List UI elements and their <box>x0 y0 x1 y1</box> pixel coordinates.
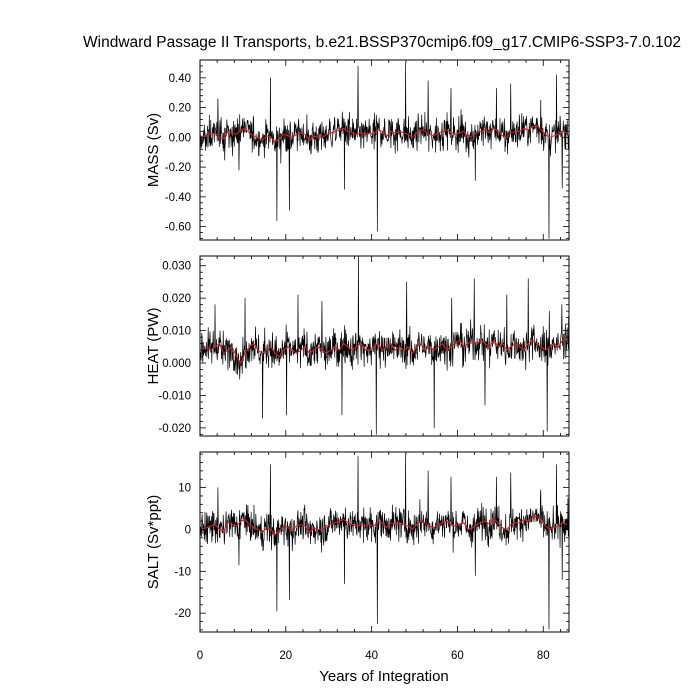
salt-panel: 10 0 -10 -20 SALT (Sv*ppt) 0 20 40 60 80 <box>145 451 570 662</box>
heat-y-tick-label: 0.030 <box>162 261 191 273</box>
heat-plot-frame <box>199 255 570 437</box>
salt-y-tick-label: -10 <box>174 566 191 578</box>
x-axis-label: Years of Integration <box>319 668 449 685</box>
heat-y-tick-label: 0.000 <box>162 358 191 370</box>
mass-y-tick-label: -0.40 <box>165 192 191 204</box>
heat-y-tick-label: 0.010 <box>162 326 191 338</box>
heat-annual-mean-line <box>201 336 568 364</box>
mass-panel: 0.40 0.20 0.00 -0.20 -0.40 -0.60 MASS (Sv) <box>145 59 570 241</box>
x-tick-label: 80 <box>537 650 550 662</box>
heat-y-axis-label: HEAT (PW) <box>145 308 162 385</box>
mass-y-tick-label: -0.20 <box>165 162 191 174</box>
salt-plot-frame <box>199 451 570 633</box>
x-tick-label: 40 <box>365 650 378 662</box>
mass-annual-mean-line <box>201 124 568 143</box>
heat-y-tick-label: -0.020 <box>158 423 191 435</box>
mass-y-tick-label: 0.20 <box>169 103 191 115</box>
salt-monthly-series-line <box>199 453 570 630</box>
mass-y-tick-label: -0.60 <box>165 222 191 234</box>
salt-annual-mean-line <box>201 515 568 536</box>
salt-y-tick-label: -20 <box>174 608 191 620</box>
x-tick-label: 60 <box>451 650 464 662</box>
salt-y-tick-label: 0 <box>185 524 191 536</box>
chart-title: Windward Passage II Transports, b.e21.BS… <box>83 34 681 51</box>
mass-monthly-series-line <box>199 62 570 239</box>
mass-y-tick-label: 0.40 <box>169 73 191 85</box>
mass-plot-frame <box>199 59 570 241</box>
x-tick-label: 20 <box>279 650 292 662</box>
x-tick-label: 0 <box>197 650 203 662</box>
salt-y-tick-label: 10 <box>178 483 191 495</box>
salt-y-axis-label: SALT (Sv*ppt) <box>145 495 162 589</box>
mass-y-axis-label: MASS (Sv) <box>145 113 162 187</box>
mass-y-tick-label: 0.00 <box>169 132 191 144</box>
heat-panel: 0.030 0.020 0.010 0.000 -0.010 -0.020 HEAT (PW… <box>145 255 570 437</box>
heat-y-tick-label: 0.020 <box>162 293 191 305</box>
heat-y-tick-label: -0.010 <box>158 390 191 402</box>
